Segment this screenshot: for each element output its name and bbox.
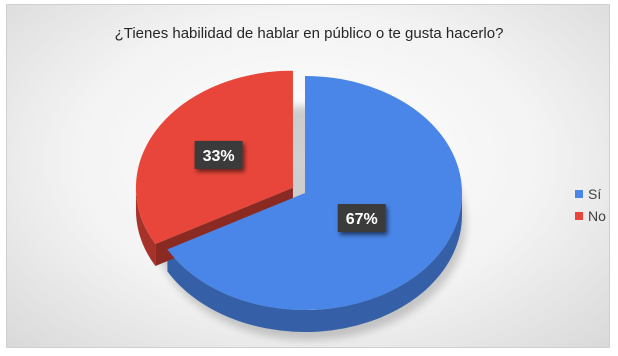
- pie-slice-side-1: [135, 187, 156, 267]
- data-label-text-0: 67%: [346, 211, 378, 228]
- chart-title: ¿Tienes habilidad de hablar en público o…: [114, 25, 504, 42]
- legend-item-1: No: [575, 205, 606, 227]
- legend-item-0: Sí: [575, 183, 606, 205]
- pie-slice-side-0: [167, 193, 462, 332]
- data-label-0: 67%: [337, 204, 386, 233]
- legend-label-1: No: [588, 208, 606, 224]
- pie-slice-sí: [167, 76, 462, 310]
- legend-label-0: Sí: [588, 186, 602, 202]
- chart-area: ¿Tienes habilidad de hablar en público o…: [6, 4, 610, 348]
- data-label-1: 33%: [194, 140, 243, 169]
- pie-plot: 67% 33%: [135, 70, 466, 340]
- data-label-text-1: 33%: [203, 148, 235, 165]
- chart-legend: Sí No: [575, 183, 606, 227]
- legend-swatch-0: [575, 190, 583, 198]
- legend-swatch-1: [575, 212, 583, 220]
